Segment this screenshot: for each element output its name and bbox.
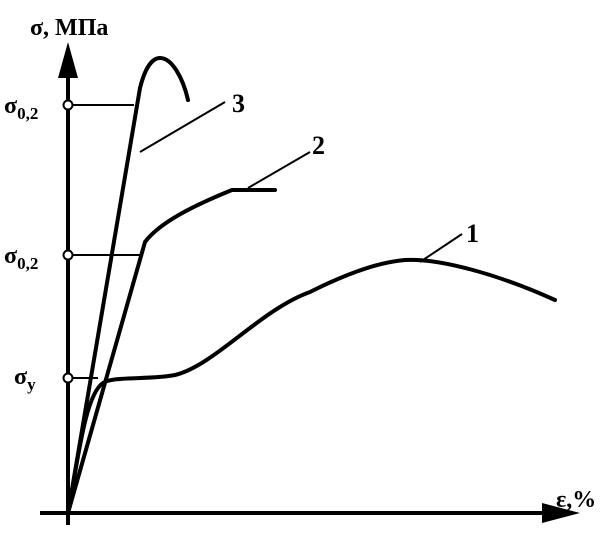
leader [419, 233, 463, 263]
curve-label: 2 [312, 131, 325, 160]
curve-1 [66, 257, 557, 515]
leader [139, 101, 226, 153]
level-point [62, 372, 74, 384]
level-label: σy [14, 364, 36, 394]
y-arrow [58, 42, 78, 78]
x-arrow [542, 503, 580, 523]
level-label: σ0,2 [4, 243, 38, 273]
curve-3 [66, 56, 190, 515]
curve-label: 1 [466, 219, 479, 248]
leader [247, 151, 311, 189]
curve-2 [66, 188, 277, 515]
y-axis-label: σ, МПа [30, 15, 108, 41]
level-label: σ0,2 [4, 93, 38, 123]
x-axis-label: ε,% [556, 487, 596, 513]
level-point [62, 99, 74, 111]
level-point [62, 249, 74, 261]
curve-label: 3 [232, 89, 245, 118]
